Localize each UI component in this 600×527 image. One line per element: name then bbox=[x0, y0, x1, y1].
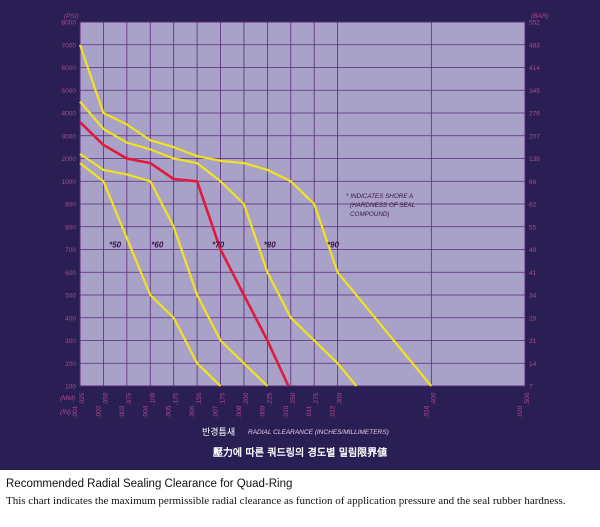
bar-tick-label: 552 bbox=[529, 20, 540, 27]
x-tick-mm: .250 bbox=[290, 392, 297, 405]
x-tick-mm: .100 bbox=[149, 392, 156, 405]
x-tick-in: .005 bbox=[166, 405, 173, 418]
psi-tick-label: 800 bbox=[65, 224, 76, 231]
psi-tick-label: 6000 bbox=[62, 65, 77, 72]
x-tick-mm: .225 bbox=[266, 392, 273, 405]
bar-tick-label: 55 bbox=[529, 224, 537, 231]
psi-unit-label: (PSI) bbox=[64, 13, 79, 20]
psi-tick-label: 8000 bbox=[62, 20, 77, 27]
x-tick-in: .007 bbox=[213, 405, 220, 418]
psi-tick-label: 5000 bbox=[62, 88, 77, 95]
x-tick-in: .004 bbox=[142, 405, 149, 418]
x-tick-in: .016 bbox=[423, 405, 430, 418]
hardness-label: *80 bbox=[264, 241, 277, 250]
chart-banner: 壓力에 따른 쿼드링의 경도별 밀림限界値 bbox=[212, 448, 388, 459]
psi-tick-label: 1000 bbox=[62, 179, 77, 186]
bar-unit-label: (BAR) bbox=[531, 13, 549, 20]
psi-tick-label: 700 bbox=[65, 247, 76, 254]
bar-tick-label: 21 bbox=[529, 338, 537, 345]
x-tick-in: .003 bbox=[119, 405, 126, 418]
bar-tick-label: 34 bbox=[529, 293, 537, 300]
x-tick-in: .006 bbox=[189, 405, 196, 418]
psi-tick-label: 900 bbox=[65, 202, 76, 209]
in-row-label: (IN) bbox=[60, 409, 71, 416]
x-tick-mm: .125 bbox=[173, 392, 180, 405]
hardness-curve-1 bbox=[79, 162, 222, 387]
hardness-curve-2 bbox=[79, 152, 269, 387]
note-line-3: COMPOUND) bbox=[350, 211, 390, 218]
x-tick-mm: .275 bbox=[313, 392, 320, 405]
psi-tick-label: 4000 bbox=[62, 111, 77, 118]
x-tick-in: .020 bbox=[517, 405, 524, 418]
hardness-label: *90 bbox=[327, 241, 340, 250]
caption-title: Recommended Radial Sealing Clearance for… bbox=[6, 478, 293, 490]
x-axis-title-korean: 반경틈새 bbox=[202, 426, 235, 438]
psi-tick-label: 7000 bbox=[62, 42, 77, 49]
mm-row-label: (MM) bbox=[60, 395, 75, 402]
psi-tick-label: 2000 bbox=[62, 156, 77, 163]
bar-tick-label: 483 bbox=[529, 42, 540, 49]
hardness-label: *70 bbox=[212, 241, 225, 250]
bar-tick-label: 48 bbox=[529, 247, 537, 254]
x-tick-mm: .025 bbox=[79, 392, 86, 405]
x-tick-in: .009 bbox=[259, 405, 266, 418]
grid bbox=[79, 21, 526, 387]
bar-tick-label: 7 bbox=[529, 384, 533, 391]
bar-tick-label: 62 bbox=[529, 202, 537, 209]
psi-axis: 8000 7000 6000 5000 4000 3000 2000 1000 900 800 70… bbox=[62, 20, 77, 391]
note-line-2: (HARDNESS OF SEAL bbox=[350, 202, 416, 209]
x-tick-in: .002 bbox=[95, 405, 102, 418]
psi-tick-label: 400 bbox=[65, 315, 76, 322]
x-tick-mm: .150 bbox=[196, 392, 203, 405]
x-tick-mm: .175 bbox=[220, 392, 227, 405]
x-tick-mm: .300 bbox=[337, 392, 344, 405]
x-tick-in: .001 bbox=[72, 405, 79, 418]
x-tick-in: .008 bbox=[236, 405, 243, 418]
psi-tick-label: 300 bbox=[65, 338, 76, 345]
x-tick-in: .012 bbox=[330, 405, 337, 418]
hardness-curve-3 bbox=[79, 100, 358, 387]
bar-tick-label: 14 bbox=[529, 361, 537, 368]
bar-tick-label: 138 bbox=[529, 156, 540, 163]
hardness-label: *50 bbox=[109, 241, 122, 250]
psi-tick-label: 3000 bbox=[62, 133, 77, 140]
x-tick-in: .010 bbox=[283, 405, 290, 418]
bar-tick-label: 276 bbox=[529, 111, 540, 118]
bar-tick-label: 414 bbox=[529, 65, 540, 72]
x-tick-mm: .200 bbox=[243, 392, 250, 405]
bar-tick-label: 69 bbox=[529, 179, 537, 186]
x-axis-title: RADIAL CLEARANCE (INCHES/MILLIMETERS) bbox=[248, 429, 389, 436]
bar-tick-label: 345 bbox=[529, 88, 540, 95]
x-tick-mm: .500 bbox=[524, 392, 531, 405]
x-tick-in: .011 bbox=[306, 406, 313, 419]
hardness-labels: *50 *60 *70 *80 *90 bbox=[109, 241, 339, 250]
hardness-label: *60 bbox=[151, 241, 164, 250]
psi-tick-label: 600 bbox=[65, 270, 76, 277]
curves bbox=[78, 44, 433, 387]
bar-axis: 552 483 414 345 276 207 138 69 62 55 48 41 34 28 21 14 7 bbox=[529, 20, 540, 391]
bar-tick-label: 41 bbox=[529, 270, 537, 277]
note-line-1: * INDICATES SHORE A bbox=[346, 193, 413, 200]
caption-text: This chart indicates the maximum permiss… bbox=[6, 495, 566, 507]
psi-tick-label: 100 bbox=[65, 384, 76, 391]
plot-border bbox=[79, 21, 526, 387]
psi-tick-label: 200 bbox=[65, 361, 76, 368]
psi-tick-label: 500 bbox=[65, 293, 76, 300]
hardness-curve-5 bbox=[78, 44, 433, 387]
x-tick-mm: .075 bbox=[126, 392, 133, 405]
hardness-curve-4 bbox=[79, 121, 290, 387]
x-tick-mm: .050 bbox=[102, 392, 109, 405]
x-axis: .025.001 .050.002 .075.003 .100.004 .125.005… bbox=[72, 392, 531, 418]
bar-tick-label: 28 bbox=[529, 315, 537, 322]
x-tick-mm: .400 bbox=[430, 392, 437, 405]
bar-tick-label: 207 bbox=[529, 133, 540, 140]
